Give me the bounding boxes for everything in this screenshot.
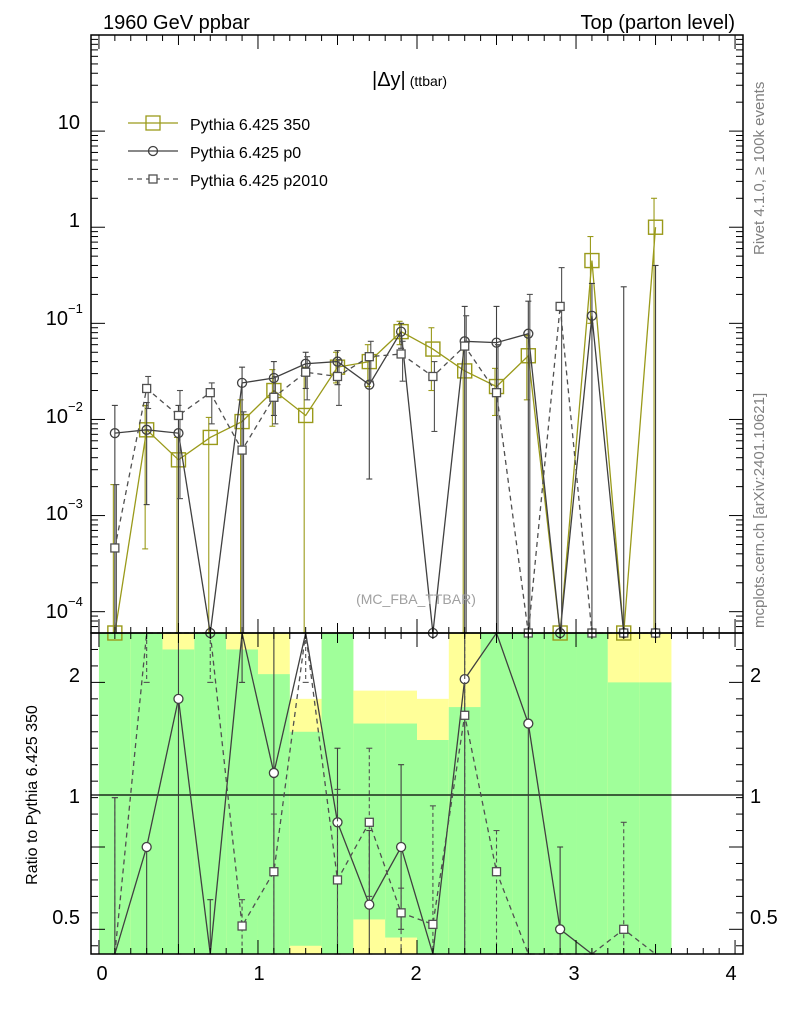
- point-p2010-3: [205, 388, 215, 398]
- ratio-ytick-05-left: 0.5: [52, 907, 80, 929]
- point-p0-0: [109, 428, 121, 439]
- ytick-label-1: 1: [69, 210, 80, 232]
- ytick-label-10: 10: [58, 112, 80, 134]
- xtick-label-0: 0: [96, 963, 107, 985]
- rivet-label: Rivet 4.1.0, ≥ 100k events: [751, 82, 768, 255]
- legend-label-p0: Pythia 6.425 p0: [190, 145, 301, 162]
- ytick-label-1e-3: 10: [46, 503, 68, 525]
- series-p2010: [110, 267, 661, 638]
- series-line-pythia350: [114, 227, 657, 634]
- ratio-point-p0-5: [268, 767, 280, 779]
- point-p2010-0: [110, 543, 120, 553]
- point-p2010-5: [269, 392, 279, 402]
- point-p2010-9: [396, 349, 406, 359]
- point-p2010-4: [237, 445, 247, 455]
- point-p2010-1: [142, 383, 152, 394]
- legend-marker-p2010: [148, 174, 158, 184]
- point-p0-1: [141, 424, 152, 435]
- point-p2010-8: [364, 352, 374, 362]
- ytick-label-1e-4: 10: [46, 601, 68, 623]
- point-p0-7: [332, 356, 343, 367]
- ytick-exp-1e-3: −3: [68, 496, 83, 511]
- ytick-exp-1e-4: −4: [68, 594, 83, 609]
- point-p2010-10: [428, 371, 438, 382]
- point-pythia350-15: [584, 252, 600, 269]
- ratio-ylabel: Ratio to Pythia 6.425 350: [24, 705, 41, 885]
- series-p0: [109, 264, 661, 639]
- band-green-15: [576, 633, 608, 954]
- ratio-point-p2010-4: [237, 921, 247, 931]
- analysis-watermark: (MC_FBA_TTBAR): [356, 591, 476, 607]
- ratio-point-p0-14: [554, 924, 566, 935]
- point-p0-8: [364, 379, 375, 390]
- ratio-point-p2010-5: [269, 867, 279, 877]
- ratio-line-p0: [114, 631, 593, 955]
- legend-marker-p0: [147, 145, 159, 157]
- mcplots-label: mcplots.cern.ch [arXiv:2401.10621]: [751, 393, 768, 628]
- ratio-point-p0-9: [395, 841, 407, 853]
- ytick-label-1e-2: 10: [46, 406, 68, 428]
- xtick-label-1: 1: [253, 963, 264, 985]
- ratio-ytick-05-right: 0.5: [750, 907, 778, 929]
- legend-marker-pythia350: [145, 115, 161, 131]
- band-green-6: [289, 731, 322, 946]
- point-p0-9: [395, 326, 407, 337]
- ratio-point-p0-13: [523, 718, 534, 729]
- axis-ticks: [91, 34, 743, 954]
- ratio-point-p2010-11: [460, 710, 470, 720]
- point-p2010-11: [460, 341, 470, 351]
- point-p0-15: [586, 310, 598, 321]
- ratio-ytick-1-right: 1: [750, 786, 761, 808]
- ratio-ytick-2-left: 2: [69, 665, 80, 687]
- point-p0-5: [268, 372, 280, 384]
- point-p2010-14: [555, 301, 565, 312]
- series-line-p2010: [114, 306, 656, 634]
- ratio-point-p2010-12: [491, 867, 502, 877]
- ytick-exp-1e-2: −2: [68, 399, 83, 414]
- series-line-p0: [114, 315, 656, 634]
- point-p0-4: [236, 377, 248, 389]
- point-p0-13: [523, 328, 534, 339]
- point-p2010-6: [301, 367, 311, 377]
- band-green-16: [607, 682, 640, 954]
- ratio-point-p0-8: [364, 899, 375, 910]
- xtick-label-2: 2: [410, 963, 421, 985]
- main-panel-frame: [90, 34, 744, 634]
- xtick-label-4: 4: [725, 963, 736, 985]
- point-pythia350-10: [425, 341, 441, 357]
- series-pythia350: [107, 197, 664, 641]
- ratio-point-p0-1: [141, 841, 152, 853]
- ytick-label-1e-1: 10: [46, 308, 68, 330]
- ratio-point-p2010-7: [332, 875, 343, 885]
- band-green-12: [480, 633, 513, 954]
- legend: Pythia 6.425 350 Pythia 6.425 p0 Pythia …: [128, 115, 328, 190]
- point-pythia350-17: [647, 219, 664, 235]
- ratio-point-p2010-8: [364, 817, 374, 827]
- point-p2010-12: [491, 388, 502, 398]
- ratio-uncertainty-bands: [98, 633, 672, 954]
- xtick-label-3: 3: [568, 963, 579, 985]
- ratio-point-p2010-16: [619, 924, 629, 934]
- point-p0-2: [173, 428, 184, 439]
- header-right: Top (parton level): [580, 12, 735, 34]
- point-p2010-7: [332, 371, 343, 382]
- point-pythia350-3: [202, 429, 218, 446]
- plot-title: |Δy| (ttbar): [372, 69, 447, 91]
- ratio-point-p0-2: [173, 693, 184, 704]
- header-left: 1960 GeV ppbar: [103, 12, 250, 34]
- point-p0-12: [491, 337, 502, 348]
- ytick-exp-1e-1: −1: [68, 301, 83, 316]
- ratio-ytick-1-left: 1: [69, 786, 80, 808]
- ratio-point-p2010-9: [396, 908, 406, 918]
- point-p2010-2: [173, 410, 184, 421]
- legend-label-p2010: Pythia 6.425 p2010: [190, 173, 328, 190]
- ratio-point-p2010-10: [428, 919, 438, 930]
- point-pythia350-6: [297, 407, 314, 424]
- ratio-ytick-2-right: 2: [750, 665, 761, 687]
- band-green-17: [639, 682, 672, 954]
- main-panel-data: [107, 197, 664, 641]
- legend-label-pythia350: Pythia 6.425 350: [190, 117, 310, 134]
